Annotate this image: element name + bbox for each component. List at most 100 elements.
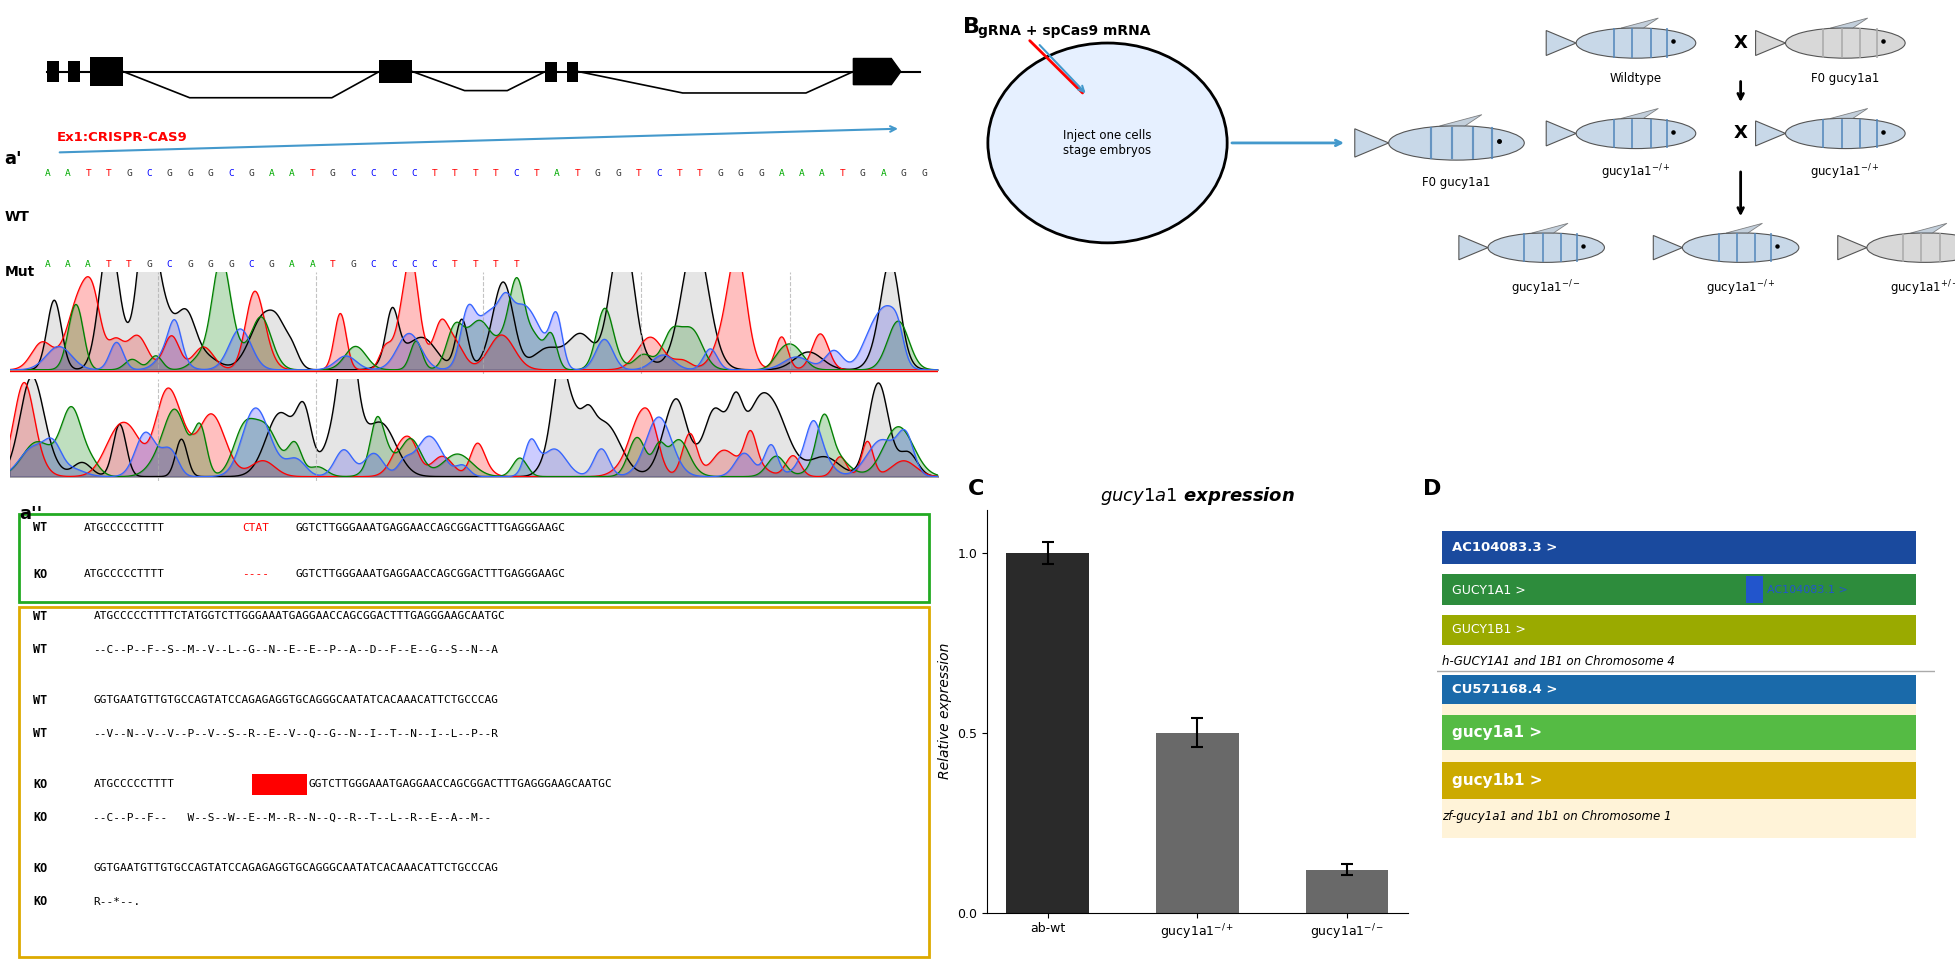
Text: KO: KO bbox=[33, 811, 47, 824]
Text: WT: WT bbox=[33, 694, 47, 707]
Text: KO: KO bbox=[33, 568, 47, 581]
Text: KO: KO bbox=[33, 778, 47, 790]
Text: T: T bbox=[575, 169, 581, 179]
Text: gucy1a1$^{+/+}$: gucy1a1$^{+/+}$ bbox=[1890, 279, 1955, 298]
FancyBboxPatch shape bbox=[20, 514, 929, 602]
Polygon shape bbox=[1830, 109, 1867, 118]
Bar bbox=[1443, 680, 1916, 838]
Title: $gucy1a1$ expression: $gucy1a1$ expression bbox=[1101, 486, 1294, 508]
Text: a': a' bbox=[4, 151, 22, 168]
Text: WT: WT bbox=[33, 521, 47, 534]
Text: AC104083.1 >: AC104083.1 > bbox=[1767, 586, 1847, 595]
Text: A: A bbox=[880, 169, 886, 179]
Text: G: G bbox=[207, 169, 213, 179]
Text: G: G bbox=[188, 260, 194, 269]
Text: F0 gucy1a1: F0 gucy1a1 bbox=[1423, 177, 1490, 189]
Text: G: G bbox=[594, 169, 600, 179]
Text: C: C bbox=[514, 169, 520, 179]
Ellipse shape bbox=[1785, 118, 1904, 149]
Text: gucy1a1$^{-/+}$: gucy1a1$^{-/+}$ bbox=[1705, 279, 1775, 298]
Text: A: A bbox=[553, 169, 559, 179]
Text: WT: WT bbox=[33, 610, 47, 622]
Text: A: A bbox=[65, 169, 70, 179]
Bar bbox=[47, 61, 59, 83]
Text: a'': a'' bbox=[20, 505, 43, 522]
Bar bbox=[1443, 762, 1916, 799]
Bar bbox=[1443, 574, 1916, 605]
Text: WT: WT bbox=[33, 727, 47, 740]
Bar bbox=[1155, 733, 1239, 913]
Polygon shape bbox=[852, 58, 901, 84]
Text: G: G bbox=[350, 260, 356, 269]
Text: GGTGAATGTTGTGCCAGTATCCAGAGAGGTGCAGGGCAATATCACAAACATTCTGCCCAG: GGTGAATGTTGTGCCAGTATCCAGAGAGGTGCAGGGCAAT… bbox=[94, 695, 499, 705]
Text: C: C bbox=[411, 260, 416, 269]
Text: C: C bbox=[371, 169, 377, 179]
FancyBboxPatch shape bbox=[20, 607, 929, 956]
Text: T: T bbox=[86, 169, 92, 179]
Bar bbox=[1443, 531, 1916, 564]
Text: gucy1a1$^{-/+}$: gucy1a1$^{-/+}$ bbox=[1810, 162, 1881, 182]
Text: --V--N--V--V--P--V--S--R--E--V--Q--G--N--I--T--N--I--L--P--R: --V--N--V--V--P--V--S--R--E--V--Q--G--N-… bbox=[94, 729, 499, 739]
Bar bbox=[68, 61, 80, 83]
Text: G: G bbox=[188, 169, 194, 179]
Text: G: G bbox=[268, 260, 274, 269]
Text: ATGCCCCCTTTT: ATGCCCCCTTTT bbox=[84, 569, 164, 580]
Text: gucy1a1$^{-/+}$: gucy1a1$^{-/+}$ bbox=[1601, 162, 1672, 182]
Ellipse shape bbox=[1576, 28, 1695, 58]
Text: zf-gucy1a1 and 1b1 on Chromosome 1: zf-gucy1a1 and 1b1 on Chromosome 1 bbox=[1443, 810, 1672, 822]
Text: C: C bbox=[391, 169, 397, 179]
Text: T: T bbox=[106, 169, 111, 179]
Text: C: C bbox=[391, 260, 397, 269]
Text: Inject one cells
stage embryos: Inject one cells stage embryos bbox=[1064, 129, 1151, 157]
Bar bbox=[1306, 870, 1388, 913]
Text: G: G bbox=[737, 169, 743, 179]
Text: CTAT: CTAT bbox=[242, 522, 270, 533]
Text: G: G bbox=[207, 260, 213, 269]
Polygon shape bbox=[1838, 235, 1867, 260]
Text: GUCY1A1 >: GUCY1A1 > bbox=[1453, 584, 1525, 596]
Bar bbox=[379, 59, 413, 84]
Polygon shape bbox=[1355, 129, 1388, 157]
Polygon shape bbox=[1756, 121, 1785, 146]
Polygon shape bbox=[1621, 109, 1658, 118]
Text: T: T bbox=[106, 260, 111, 269]
Text: G: G bbox=[166, 169, 172, 179]
Ellipse shape bbox=[1683, 233, 1799, 262]
Text: A: A bbox=[86, 260, 92, 269]
Ellipse shape bbox=[987, 43, 1228, 243]
Text: T: T bbox=[696, 169, 702, 179]
Text: T: T bbox=[330, 260, 336, 269]
Text: G: G bbox=[921, 169, 927, 179]
Polygon shape bbox=[1910, 223, 1947, 233]
Text: X: X bbox=[1734, 124, 1748, 143]
Text: CU571168.4 >: CU571168.4 > bbox=[1453, 683, 1558, 696]
Text: gucy1a1 >: gucy1a1 > bbox=[1453, 725, 1542, 740]
Text: D: D bbox=[1423, 480, 1441, 499]
Text: G: G bbox=[860, 169, 866, 179]
Polygon shape bbox=[1726, 223, 1763, 233]
Ellipse shape bbox=[1488, 233, 1605, 262]
Ellipse shape bbox=[1867, 233, 1955, 262]
Text: AC104083.3 >: AC104083.3 > bbox=[1453, 541, 1558, 554]
Text: G: G bbox=[901, 169, 907, 179]
Text: T: T bbox=[839, 169, 845, 179]
Text: KO: KO bbox=[33, 861, 47, 875]
Bar bbox=[90, 57, 123, 85]
Text: T: T bbox=[635, 169, 641, 179]
Text: T: T bbox=[473, 169, 479, 179]
Polygon shape bbox=[1654, 235, 1683, 260]
Text: X: X bbox=[1734, 34, 1748, 52]
Text: A: A bbox=[289, 169, 295, 179]
Text: GUCY1B1 >: GUCY1B1 > bbox=[1453, 623, 1525, 636]
Text: T: T bbox=[432, 169, 438, 179]
Text: T: T bbox=[309, 169, 315, 179]
Text: C: C bbox=[350, 169, 356, 179]
Bar bbox=[1443, 615, 1916, 645]
Text: R--*--.: R--*--. bbox=[94, 896, 141, 907]
Text: GGTCTTGGGAAATGAGGAACCAGCGGACTTTGAGGGAAGC: GGTCTTGGGAAATGAGGAACCAGCGGACTTTGAGGGAAGC bbox=[295, 569, 565, 580]
Text: A: A bbox=[309, 260, 315, 269]
Polygon shape bbox=[1546, 30, 1576, 55]
Y-axis label: Relative expression: Relative expression bbox=[938, 643, 952, 780]
Polygon shape bbox=[1458, 235, 1488, 260]
Ellipse shape bbox=[1388, 125, 1525, 160]
